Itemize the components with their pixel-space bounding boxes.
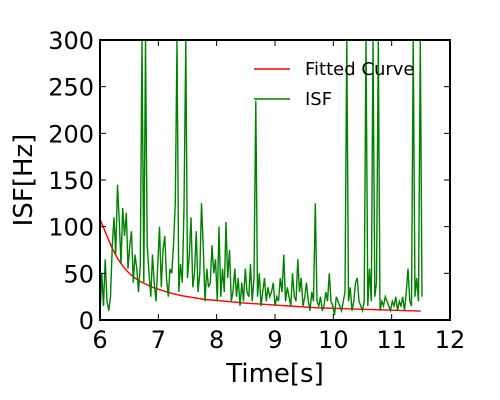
x-tick-label: 10 <box>318 326 349 354</box>
series-line-fitted-curve <box>100 218 421 312</box>
y-tick-label: 300 <box>48 27 94 55</box>
series-layer <box>100 40 423 316</box>
legend-label: ISF <box>305 89 332 110</box>
y-tick-label: 0 <box>79 307 94 335</box>
legend: Fitted Curve ISF <box>254 59 415 110</box>
x-tick-label: 6 <box>92 326 107 354</box>
y-tick-label: 200 <box>48 120 94 148</box>
legend-label: Fitted Curve <box>305 59 415 80</box>
series-line-isf <box>100 40 423 316</box>
ticks-layer: 6 7 8 9 10 11 12 0 50 100 150 200 250 300 <box>48 27 465 354</box>
x-tick-label: 8 <box>209 326 224 354</box>
x-tick-label: 9 <box>267 326 282 354</box>
y-tick-label: 250 <box>48 74 94 102</box>
y-tick-label: 150 <box>48 167 94 195</box>
x-tick-label: 7 <box>151 326 166 354</box>
y-tick-label: 50 <box>63 260 94 288</box>
x-tick-label: 12 <box>435 326 466 354</box>
y-tick-label: 100 <box>48 214 94 242</box>
x-tick-label: 11 <box>376 326 407 354</box>
y-axis-title: ISF[Hz] <box>9 134 39 227</box>
x-axis-title: Time[s] <box>225 359 323 389</box>
